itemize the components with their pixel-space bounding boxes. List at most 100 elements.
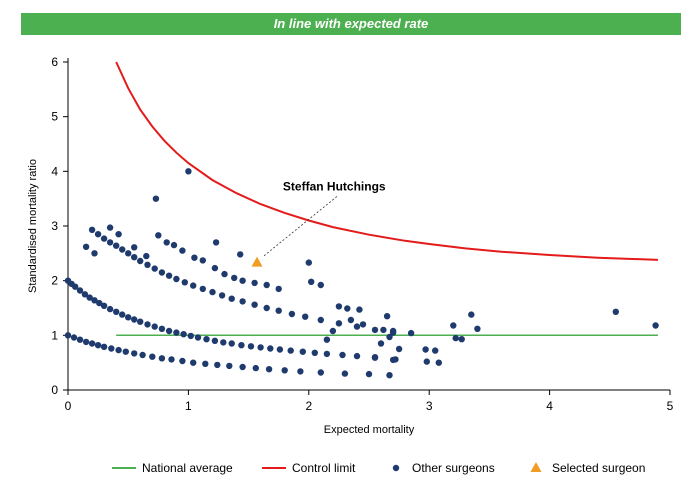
surgeon-point	[155, 232, 162, 239]
surgeon-point	[221, 270, 228, 278]
surgeon-point	[88, 340, 96, 347]
surgeon-point	[341, 370, 349, 377]
y-tick-label: 1	[51, 328, 58, 342]
status-banner: In line with expected rate	[21, 13, 681, 35]
surgeon-point	[347, 316, 355, 324]
x-tick-label: 2	[305, 399, 312, 413]
surgeon-point	[190, 282, 197, 289]
surgeon-point	[91, 250, 98, 257]
surgeon-point	[263, 304, 270, 312]
surgeon-point	[407, 329, 415, 337]
surgeon-point	[100, 302, 108, 309]
surgeon-point	[143, 252, 150, 260]
surgeon-point	[231, 274, 238, 282]
annotation-line	[262, 196, 338, 257]
surgeon-point	[82, 243, 90, 250]
surgeon-point	[158, 269, 166, 276]
annotation-label: Steffan Hutchings	[283, 179, 386, 193]
legend-label: National average	[142, 461, 233, 475]
surgeon-point	[335, 303, 343, 310]
surgeon-point	[323, 336, 331, 343]
surgeon-point	[371, 326, 379, 334]
surgeon-point	[209, 288, 216, 296]
legend-label: Control limit	[292, 461, 356, 475]
surgeon-point	[168, 356, 175, 363]
surgeon-point	[179, 247, 186, 254]
surgeon-point	[452, 334, 459, 342]
legend-label: Other surgeons	[412, 461, 495, 475]
surgeon-point	[122, 348, 129, 355]
surgeon-point	[226, 362, 233, 370]
surgeon-point	[353, 352, 361, 360]
surgeon-point	[151, 323, 158, 330]
surgeon-point	[194, 334, 202, 341]
surgeon-point	[191, 254, 198, 261]
surgeon-point	[131, 316, 138, 323]
surgeon-point	[380, 326, 387, 334]
surgeon-point	[251, 301, 258, 308]
surgeon-point	[423, 358, 430, 365]
surgeon-point	[163, 239, 170, 246]
surgeon-point	[94, 231, 102, 238]
surgeon-point	[96, 299, 103, 307]
surgeon-point	[94, 342, 102, 349]
surgeon-point	[88, 226, 96, 233]
surgeon-point	[335, 320, 343, 327]
surgeon-point	[247, 343, 255, 350]
surgeon-point	[115, 346, 122, 354]
x-tick-label: 4	[546, 399, 553, 413]
surgeon-point	[468, 311, 475, 318]
surgeon-point	[106, 239, 114, 246]
surgeon-point	[139, 351, 146, 359]
surgeon-point	[70, 334, 78, 341]
surgeon-point	[113, 308, 120, 315]
surgeon-point	[158, 325, 166, 332]
surgeon-point	[267, 345, 274, 352]
surgeon-point	[251, 279, 258, 287]
surgeon-point	[395, 345, 403, 353]
x-tick-label: 1	[185, 399, 192, 413]
surgeon-point	[181, 279, 188, 286]
surgeon-point	[383, 313, 391, 320]
surgeon-point	[165, 327, 173, 335]
surgeon-point	[91, 297, 98, 304]
surgeon-point	[152, 195, 160, 202]
surgeon-point	[287, 347, 294, 354]
x-tick-label: 0	[65, 399, 72, 413]
x-axis-label: Expected mortality	[324, 424, 415, 436]
surgeon-point	[214, 361, 221, 369]
surgeon-point	[422, 346, 429, 353]
surgeon-point	[137, 257, 144, 265]
surgeon-point	[239, 298, 246, 305]
y-tick-label: 5	[51, 110, 58, 124]
surgeon-point	[108, 345, 115, 352]
surgeon-point	[212, 239, 220, 246]
surgeon-point	[317, 281, 324, 289]
surgeon-point	[281, 367, 288, 374]
surgeon-point	[170, 241, 178, 249]
surgeon-point	[329, 327, 337, 335]
series-lines	[115, 61, 659, 337]
surgeon-point	[131, 244, 138, 251]
surgeon-point	[612, 308, 619, 315]
surgeon-point	[371, 354, 379, 361]
surgeon-point	[389, 356, 397, 364]
surgeon-point	[239, 363, 246, 371]
surgeon-point	[275, 307, 282, 314]
y-axis-label: Standardised mortality ratio	[27, 159, 39, 293]
surgeon-point	[386, 333, 393, 341]
surgeon-point	[81, 291, 89, 298]
surgeon-point	[100, 343, 108, 350]
surgeon-point	[435, 359, 442, 366]
surgeon-point	[137, 318, 144, 325]
surgeon-point	[173, 329, 180, 336]
surgeon-point	[299, 348, 306, 355]
surgeon-point	[365, 370, 373, 378]
surgeon-point	[228, 295, 235, 302]
surgeon-point	[377, 340, 385, 347]
surgeon-point	[311, 349, 318, 356]
surgeon-point	[265, 366, 273, 373]
surgeon-point	[317, 316, 324, 324]
surgeon-point	[199, 285, 206, 293]
